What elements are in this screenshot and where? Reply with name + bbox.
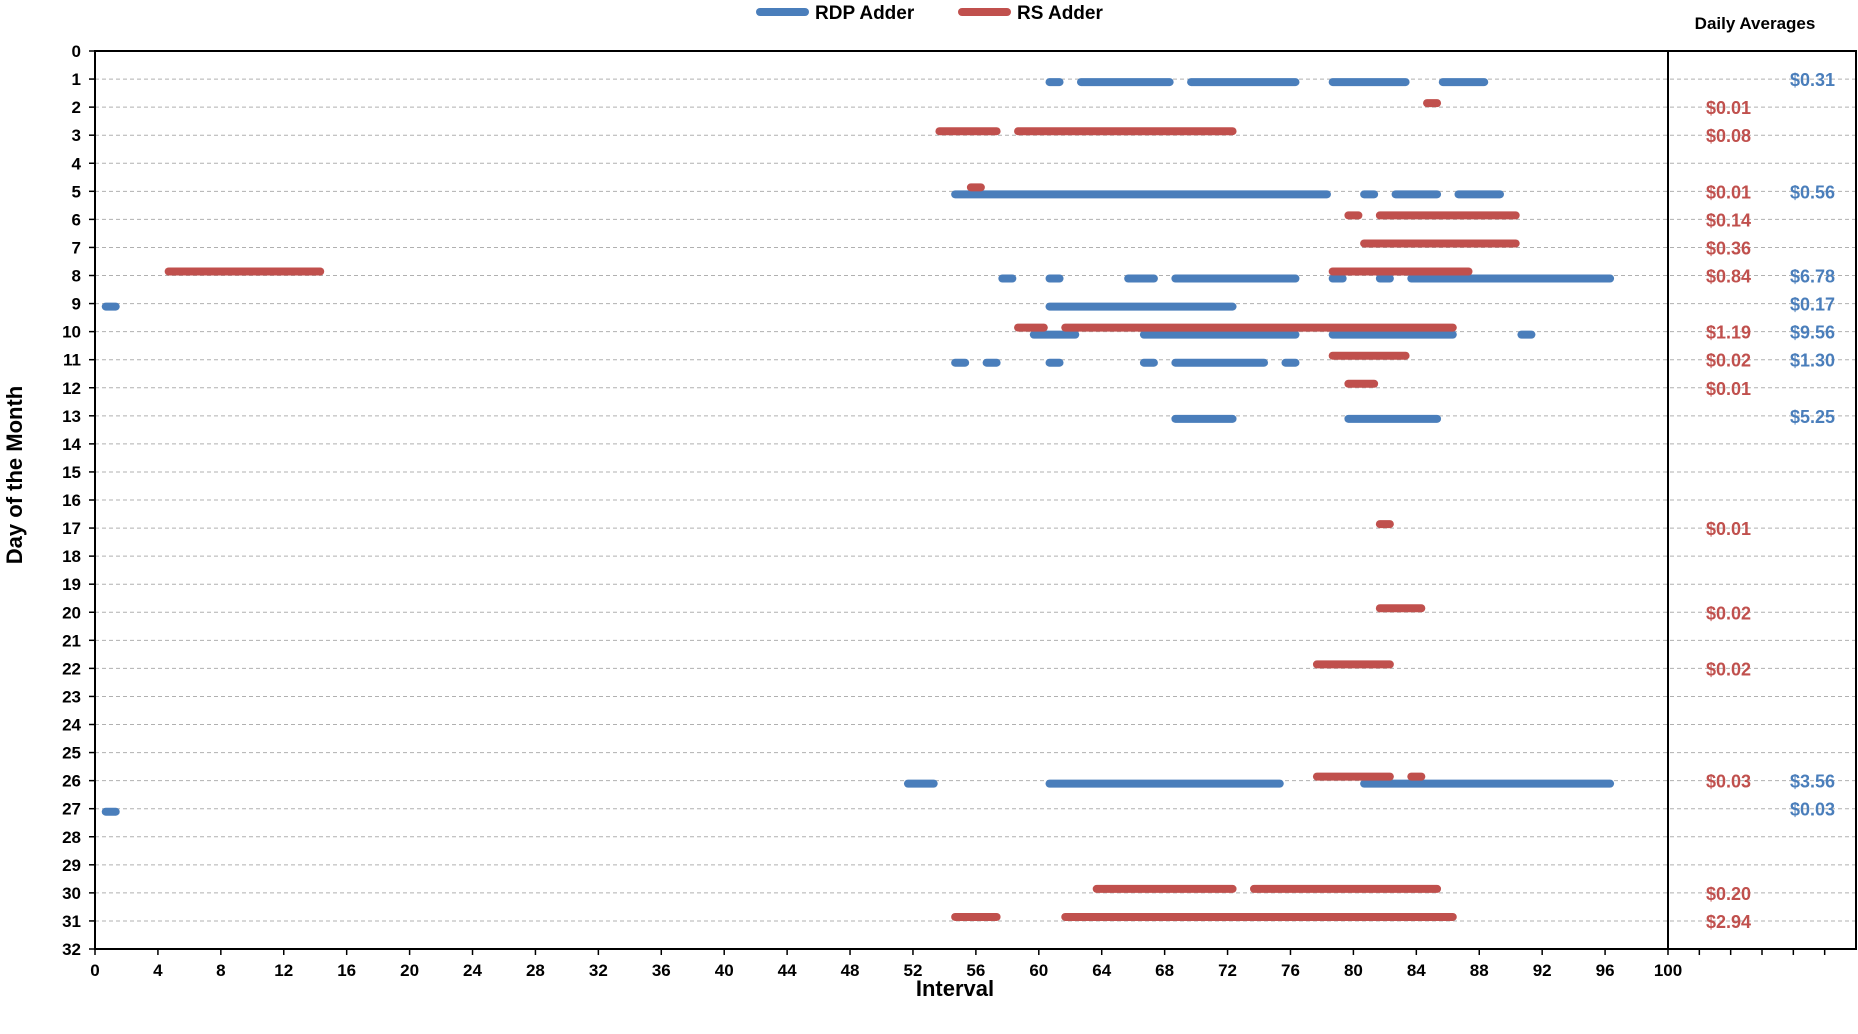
x-tick-label: 96 xyxy=(1596,961,1615,980)
y-tick-label: 29 xyxy=(62,856,81,875)
rs-daily-average: $0.02 xyxy=(1706,659,1751,679)
x-tick-label: 60 xyxy=(1029,961,1048,980)
y-tick-label: 30 xyxy=(62,884,81,903)
y-tick-label: 12 xyxy=(62,379,81,398)
rdp-daily-average: $0.03 xyxy=(1790,800,1835,820)
series-marks xyxy=(101,78,1615,921)
y-tick-label: 14 xyxy=(62,435,81,454)
x-tick-label: 20 xyxy=(400,961,419,980)
rs-daily-average: $0.36 xyxy=(1706,238,1751,258)
y-tick-label: 28 xyxy=(62,828,81,847)
y-tick-label: 25 xyxy=(62,744,81,763)
x-tick-label: 24 xyxy=(463,961,482,980)
rdp-daily-average: $1.30 xyxy=(1790,351,1835,371)
x-tick-label: 48 xyxy=(841,961,860,980)
y-tick-label: 22 xyxy=(62,659,81,678)
x-tick-label: 68 xyxy=(1155,961,1174,980)
y-tick-label: 18 xyxy=(62,547,81,566)
rs-daily-average: $0.02 xyxy=(1706,351,1751,371)
tick-labels: 0 4 8 12 16 20 24 28 32 36 40 44 48 52 56 60 64 68 72 76 80 8… xyxy=(62,42,1826,980)
x-axis-title: Interval xyxy=(916,976,994,1001)
y-tick-label: 24 xyxy=(62,716,81,735)
y-tick-label: 17 xyxy=(62,519,81,538)
x-tick-label: 64 xyxy=(1092,961,1111,980)
y-axis-title: Day of the Month xyxy=(2,386,27,564)
rs-daily-average: $0.01 xyxy=(1706,519,1751,539)
gridlines xyxy=(95,78,1856,922)
x-tick-label: 76 xyxy=(1281,961,1300,980)
x-tick-label: 40 xyxy=(715,961,734,980)
y-tick-label: 4 xyxy=(72,154,82,173)
x-tick-label: 52 xyxy=(903,961,922,980)
rdp-daily-average: $0.56 xyxy=(1790,182,1835,202)
y-tick-label: 23 xyxy=(62,687,81,706)
y-tick-label: 26 xyxy=(62,772,81,791)
x-tick-label: 72 xyxy=(1218,961,1237,980)
y-tick-label: 7 xyxy=(72,238,81,257)
rs-daily-average: $0.03 xyxy=(1706,772,1751,792)
x-tick-label: 28 xyxy=(526,961,545,980)
rs-daily-average: $2.94 xyxy=(1706,912,1751,932)
x-tick-label: 36 xyxy=(652,961,671,980)
y-tick-label: 32 xyxy=(62,940,81,959)
rs-daily-average: $0.08 xyxy=(1706,126,1751,146)
y-tick-label: 19 xyxy=(62,575,81,594)
x-tick-label: 16 xyxy=(337,961,356,980)
y-tick-label: 31 xyxy=(62,912,81,931)
y-tick-label: 9 xyxy=(72,295,81,314)
rs-daily-average: $0.84 xyxy=(1706,267,1751,287)
rs-daily-average: $1.19 xyxy=(1706,323,1751,343)
x-tick-label: 56 xyxy=(966,961,985,980)
y-tick-label: 16 xyxy=(62,491,81,510)
x-tick-label: 88 xyxy=(1470,961,1489,980)
x-tick-label: 92 xyxy=(1533,961,1552,980)
rdp-daily-average: $9.56 xyxy=(1790,323,1835,343)
y-tick-label: 2 xyxy=(72,98,81,117)
rdp-daily-average: $5.25 xyxy=(1790,407,1835,427)
y-tick-label: 6 xyxy=(72,210,81,229)
x-tick-label: 44 xyxy=(778,961,797,980)
x-tick-label: 4 xyxy=(153,961,163,980)
rdp-daily-average: $0.31 xyxy=(1790,70,1835,90)
x-tick-label: 84 xyxy=(1407,961,1426,980)
y-tick-label: 3 xyxy=(72,126,81,145)
y-tick-label: 20 xyxy=(62,603,81,622)
x-tick-label: 100 xyxy=(1654,961,1682,980)
rs-daily-average: $0.01 xyxy=(1706,98,1751,118)
x-tick-label: 80 xyxy=(1344,961,1363,980)
y-tick-label: 15 xyxy=(62,463,81,482)
daily-averages-title: Daily Averages xyxy=(1695,14,1816,33)
y-tick-label: 13 xyxy=(62,407,81,426)
legend-label-rs: RS Adder xyxy=(1017,3,1103,24)
y-tick-label: 8 xyxy=(72,267,81,286)
rs-daily-average: $0.20 xyxy=(1706,884,1751,904)
rs-daily-average: $0.01 xyxy=(1706,379,1751,399)
x-tick-label: 12 xyxy=(274,961,293,980)
y-tick-label: 0 xyxy=(72,42,81,61)
legend: RDP Adder RS Adder xyxy=(756,3,1103,24)
rdp-daily-average: $0.17 xyxy=(1790,295,1835,315)
y-tick-label: 1 xyxy=(72,70,81,89)
rs-daily-average: $0.01 xyxy=(1706,182,1751,202)
y-tick-label: 21 xyxy=(62,631,81,650)
legend-label-rdp: RDP Adder xyxy=(815,3,915,24)
y-tick-label: 5 xyxy=(72,182,81,201)
rdp-daily-average: $6.78 xyxy=(1790,267,1835,287)
x-tick-label: 8 xyxy=(216,961,225,980)
x-tick-label: 32 xyxy=(589,961,608,980)
y-tick-label: 10 xyxy=(62,323,81,342)
rs-daily-average: $0.14 xyxy=(1706,210,1751,230)
y-tick-label: 11 xyxy=(63,351,81,370)
daily-averages-panel: $0.31 $0.01 $0.08 $0.01 $0.56 $0.14 $0.36 $0.84… xyxy=(1706,70,1835,932)
rdp-daily-average: $3.56 xyxy=(1790,772,1835,792)
x-tick-label: 0 xyxy=(90,961,99,980)
y-tick-label: 27 xyxy=(62,800,81,819)
rs-daily-average: $0.02 xyxy=(1706,603,1751,623)
